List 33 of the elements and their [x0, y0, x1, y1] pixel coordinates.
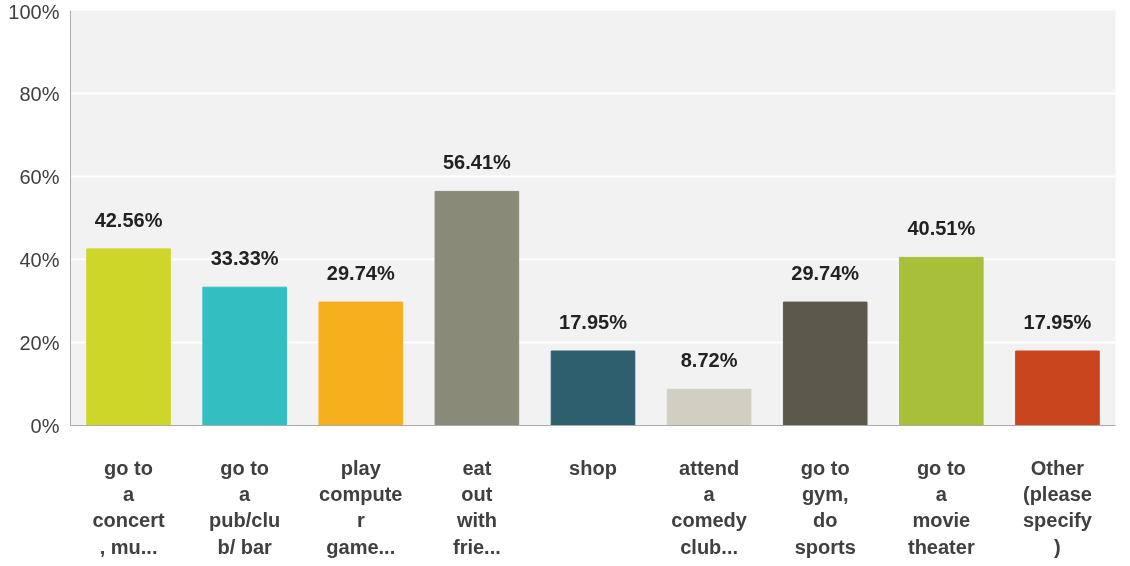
data-label: 29.74% [791, 262, 860, 285]
data-label: 8.72% [680, 349, 738, 372]
bar [318, 301, 404, 426]
x-tick-label: eat out with frie... [452, 456, 501, 558]
bar [666, 388, 752, 426]
x-tick-label: go to a movie theater [907, 456, 975, 558]
data-label: 33.33% [210, 247, 279, 270]
x-tick-label: attend a comedy club... [671, 456, 748, 558]
y-tick-label: 20% [19, 331, 60, 354]
y-tick-label: 40% [19, 248, 60, 271]
y-tick-label: 80% [19, 82, 60, 105]
x-tick-label: play compute r game... [319, 456, 403, 558]
bar [1015, 350, 1100, 426]
x-tick-label: shop [569, 456, 617, 479]
x-tick-label: go to a pub/clu b/ bar [209, 456, 281, 558]
data-label: 17.95% [559, 311, 628, 334]
data-label: 56.41% [442, 151, 512, 174]
bar [86, 248, 171, 426]
bar [434, 190, 520, 426]
bar [202, 286, 287, 426]
bar [782, 301, 868, 426]
bar [550, 350, 636, 426]
data-label: 29.74% [326, 262, 395, 285]
data-label: 17.95% [1023, 311, 1092, 334]
y-tick-label: 0% [30, 414, 60, 437]
bar [899, 256, 984, 426]
x-tick-label: go to a concert , mu... [92, 456, 166, 558]
x-tick-label: Other (please specify ) [1022, 456, 1093, 558]
x-tick-label: go to gym, do sports [794, 456, 856, 558]
y-tick-label: 100% [8, 0, 60, 23]
data-label: 40.51% [907, 217, 976, 240]
data-label: 42.56% [94, 208, 163, 231]
y-tick-label: 60% [19, 165, 60, 188]
